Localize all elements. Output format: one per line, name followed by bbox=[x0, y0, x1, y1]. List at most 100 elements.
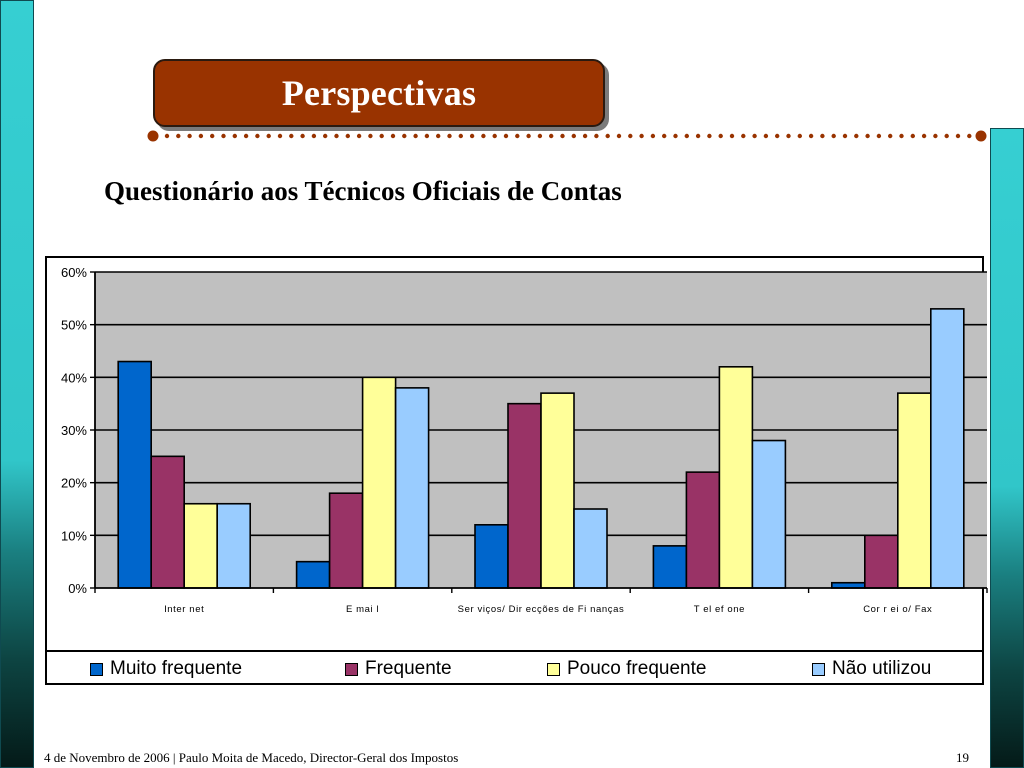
divider-dot bbox=[684, 133, 689, 139]
legend-swatch-muito-frequente bbox=[90, 662, 103, 676]
bar-frequente-3 bbox=[685, 471, 721, 589]
bar-pouco-frequente-0 bbox=[183, 502, 218, 589]
divider-dot bbox=[582, 133, 588, 139]
chart-legend: Muito frequente Frequente Pouco frequent… bbox=[46, 650, 984, 684]
divider-dot bbox=[187, 133, 192, 139]
divider-dot bbox=[933, 133, 938, 139]
x-category-label: T el ef one bbox=[694, 604, 745, 615]
legend-swatch-nao-utilizou bbox=[812, 662, 825, 676]
bar-n-o-utilizou-1 bbox=[394, 387, 430, 589]
divider-dot bbox=[447, 133, 452, 139]
legend-label: Pouco frequente bbox=[567, 658, 707, 679]
divider-dot bbox=[176, 133, 181, 139]
divider-dot bbox=[673, 133, 678, 139]
divider-dot bbox=[458, 133, 463, 139]
divider-dot bbox=[820, 133, 825, 139]
divider-dot bbox=[955, 133, 961, 139]
divider-dot bbox=[910, 133, 915, 139]
divider-dot bbox=[232, 133, 237, 139]
divider-dot bbox=[662, 133, 667, 139]
dotted-divider bbox=[147, 130, 987, 142]
divider-dot bbox=[605, 133, 610, 139]
bar-n-o-utilizou-0 bbox=[216, 502, 251, 589]
divider-dot bbox=[639, 133, 644, 139]
slide-subtitle: Questionário aos Técnicos Oficiais de Co… bbox=[104, 176, 622, 206]
title-box: Perspectivas bbox=[153, 59, 605, 127]
legend-swatch-frequente bbox=[345, 662, 358, 676]
divider-dot bbox=[763, 133, 769, 139]
divider-dot bbox=[515, 133, 520, 139]
divider-dot bbox=[210, 133, 215, 139]
divider-dot bbox=[944, 133, 949, 139]
slide-title: Perspectivas bbox=[281, 73, 477, 113]
divider-dot bbox=[707, 133, 712, 139]
legend-label: Frequente bbox=[365, 658, 452, 679]
divider-dot bbox=[628, 133, 633, 139]
bar-pouco-frequente-1 bbox=[361, 376, 397, 589]
y-tick-label: 20% bbox=[61, 476, 87, 491]
legend-item-muito-frequente: Muito frequente bbox=[90, 658, 242, 680]
divider-dot bbox=[797, 133, 802, 139]
divider-dot bbox=[255, 133, 260, 139]
legend-swatch-pouco-frequente bbox=[547, 662, 560, 676]
divider-dot bbox=[842, 133, 848, 139]
divider-dot bbox=[854, 133, 859, 139]
divider-dot bbox=[831, 133, 836, 139]
divider-dot bbox=[243, 133, 249, 139]
divider-dot bbox=[526, 133, 531, 139]
divider-dot bbox=[413, 133, 418, 139]
y-tick-label: 0% bbox=[68, 581, 87, 596]
divider-dot bbox=[334, 133, 339, 139]
x-category-label: Cor r ei o/ Fax bbox=[863, 604, 932, 615]
divider-dot bbox=[481, 133, 486, 139]
x-category-label: Inter net bbox=[164, 604, 204, 615]
divider-dot bbox=[503, 133, 509, 139]
divider-dot bbox=[402, 133, 407, 139]
x-category-label: E mai l bbox=[346, 604, 379, 615]
divider-dot bbox=[300, 133, 305, 139]
divider-dot bbox=[594, 133, 599, 139]
divider-dot bbox=[356, 133, 362, 139]
y-tick-label: 30% bbox=[61, 423, 87, 438]
bar-muito-frequente-2 bbox=[474, 523, 509, 589]
bar-pouco-frequente-3 bbox=[718, 365, 754, 589]
divider-dot bbox=[888, 133, 893, 139]
legend-item-frequente: Frequente bbox=[345, 658, 452, 680]
divider-dot bbox=[808, 133, 814, 139]
legend-label: Muito frequente bbox=[110, 658, 243, 679]
bar-muito-frequente-0 bbox=[117, 360, 152, 589]
bar-frequente-0 bbox=[150, 455, 185, 589]
divider-dot bbox=[775, 133, 780, 139]
divider-dot bbox=[289, 133, 294, 139]
divider-dot bbox=[323, 133, 328, 139]
y-tick-label: 10% bbox=[61, 528, 87, 543]
footer-text: 4 de Novembro de 2006 | Paulo Moita de M… bbox=[44, 750, 459, 765]
divider-dot bbox=[921, 133, 927, 139]
bar-n-o-utilizou-2 bbox=[573, 508, 608, 589]
divider-dot bbox=[695, 133, 701, 139]
divider-dot bbox=[492, 133, 497, 139]
divider-dot bbox=[741, 133, 746, 139]
bar-frequente-2 bbox=[507, 402, 542, 589]
divider-dot bbox=[198, 133, 204, 139]
divider-dot bbox=[379, 133, 384, 139]
divider-dot bbox=[549, 133, 554, 139]
page-number: 19 bbox=[956, 750, 969, 765]
divider-dot bbox=[650, 133, 656, 139]
divider-dot bbox=[221, 133, 226, 139]
divider-dot bbox=[752, 133, 757, 139]
divider-end-dot bbox=[147, 130, 159, 142]
bar-muito-frequente-3 bbox=[652, 545, 688, 589]
divider-dot bbox=[277, 133, 283, 139]
divider-dot bbox=[537, 133, 543, 139]
divider-dot bbox=[469, 133, 475, 139]
divider-dot bbox=[967, 133, 972, 139]
divider-dot bbox=[560, 133, 565, 139]
y-tick-label: 60% bbox=[61, 265, 87, 280]
bar-muito-frequente-1 bbox=[295, 560, 331, 589]
y-tick-label: 40% bbox=[61, 370, 87, 385]
y-tick-label: 50% bbox=[61, 318, 87, 333]
divider-dot bbox=[616, 133, 622, 139]
divider-dot bbox=[164, 133, 170, 139]
